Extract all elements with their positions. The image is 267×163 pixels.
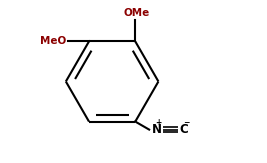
Text: N: N bbox=[151, 123, 162, 136]
Text: MeO: MeO bbox=[40, 36, 66, 46]
Text: OMe: OMe bbox=[124, 8, 150, 18]
Text: −: − bbox=[183, 118, 189, 127]
Text: C: C bbox=[179, 123, 188, 136]
Text: +: + bbox=[155, 118, 161, 127]
